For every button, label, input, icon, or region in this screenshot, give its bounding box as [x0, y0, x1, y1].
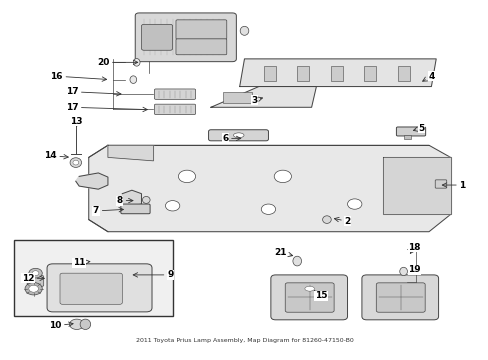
Circle shape	[69, 319, 84, 329]
FancyBboxPatch shape	[121, 204, 150, 214]
Ellipse shape	[322, 216, 330, 224]
Ellipse shape	[130, 76, 137, 84]
Circle shape	[32, 271, 39, 276]
FancyBboxPatch shape	[60, 273, 122, 304]
FancyBboxPatch shape	[27, 276, 43, 286]
FancyBboxPatch shape	[270, 275, 347, 320]
FancyBboxPatch shape	[141, 24, 172, 50]
Text: 15: 15	[314, 291, 327, 300]
Text: 19: 19	[407, 265, 420, 274]
Text: 14: 14	[44, 151, 68, 160]
Ellipse shape	[73, 160, 79, 165]
Bar	[223, 93, 251, 103]
Text: 17: 17	[65, 87, 121, 96]
Ellipse shape	[165, 201, 180, 211]
Text: 9: 9	[133, 270, 173, 279]
Text: 1: 1	[441, 181, 465, 189]
Text: 17: 17	[65, 103, 147, 112]
Text: 4: 4	[422, 72, 434, 81]
Circle shape	[25, 283, 42, 295]
FancyBboxPatch shape	[47, 264, 152, 312]
Ellipse shape	[274, 170, 291, 183]
Text: 8: 8	[117, 196, 133, 205]
Text: 2011 Toyota Prius Lamp Assembly, Map Diagram for 81260-47150-B0: 2011 Toyota Prius Lamp Assembly, Map Dia…	[135, 338, 353, 343]
FancyBboxPatch shape	[396, 127, 425, 136]
Bar	[15, 240, 172, 316]
Ellipse shape	[142, 197, 150, 203]
Bar	[263, 66, 275, 81]
Polygon shape	[122, 190, 141, 206]
Text: 2: 2	[334, 217, 350, 226]
Ellipse shape	[347, 199, 361, 209]
Ellipse shape	[133, 59, 140, 66]
Bar	[297, 66, 308, 81]
Polygon shape	[108, 145, 153, 161]
Ellipse shape	[261, 204, 275, 215]
FancyBboxPatch shape	[376, 283, 424, 312]
FancyBboxPatch shape	[154, 89, 195, 99]
FancyBboxPatch shape	[434, 180, 446, 188]
Polygon shape	[383, 157, 449, 215]
Ellipse shape	[178, 170, 195, 183]
FancyBboxPatch shape	[176, 39, 226, 55]
Text: 21: 21	[274, 248, 292, 257]
Ellipse shape	[233, 133, 244, 138]
Polygon shape	[210, 86, 316, 107]
Text: 11: 11	[73, 258, 90, 267]
Circle shape	[29, 285, 39, 292]
Ellipse shape	[304, 286, 314, 291]
Text: 18: 18	[407, 243, 420, 253]
Polygon shape	[89, 145, 449, 232]
Text: 16: 16	[50, 72, 106, 81]
Text: 7: 7	[93, 207, 123, 215]
Text: 6: 6	[222, 134, 240, 143]
Bar	[397, 66, 409, 81]
FancyBboxPatch shape	[176, 20, 226, 39]
Polygon shape	[76, 173, 108, 189]
Text: 10: 10	[49, 321, 73, 330]
FancyBboxPatch shape	[135, 13, 236, 62]
Bar	[364, 66, 376, 81]
FancyBboxPatch shape	[208, 130, 268, 141]
Bar	[403, 135, 410, 139]
Ellipse shape	[240, 26, 248, 35]
FancyBboxPatch shape	[361, 275, 438, 320]
Circle shape	[29, 268, 42, 278]
Text: 20: 20	[97, 58, 138, 67]
Ellipse shape	[292, 256, 301, 266]
Text: 12: 12	[21, 274, 44, 283]
Text: 5: 5	[412, 123, 424, 132]
Polygon shape	[239, 59, 435, 86]
Text: 13: 13	[70, 117, 83, 126]
Ellipse shape	[399, 267, 407, 276]
Bar	[330, 66, 342, 81]
FancyBboxPatch shape	[285, 283, 333, 312]
Ellipse shape	[70, 158, 81, 167]
Ellipse shape	[80, 319, 90, 329]
Text: 3: 3	[250, 96, 262, 105]
FancyBboxPatch shape	[154, 104, 195, 114]
